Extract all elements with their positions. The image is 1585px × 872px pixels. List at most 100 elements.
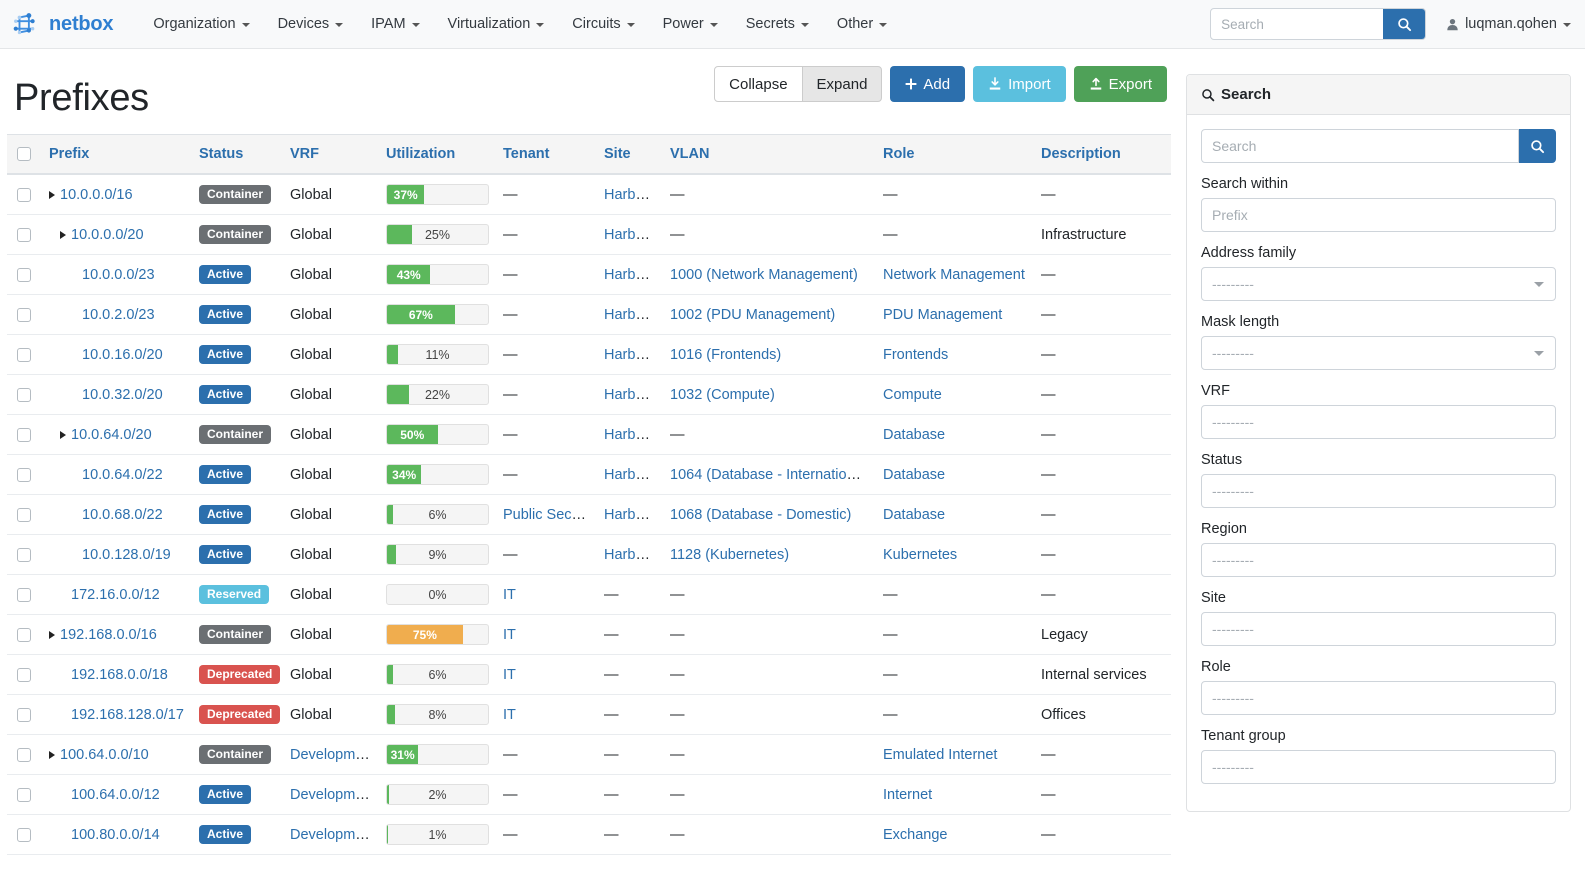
site-link[interactable]: Harbour [604, 346, 657, 363]
add-button[interactable]: Add [890, 66, 966, 102]
filter-input-status[interactable] [1201, 474, 1556, 508]
site-link[interactable]: Harbour [604, 306, 657, 323]
vlan-link[interactable]: 1000 (Network Management) [670, 266, 858, 283]
global-search-button[interactable] [1383, 9, 1426, 39]
global-search-input[interactable] [1211, 9, 1384, 39]
expand-caret-icon[interactable] [49, 750, 55, 759]
prefix-link[interactable]: 10.0.64.0/20 [71, 426, 152, 443]
filter-input-vrf[interactable] [1201, 405, 1556, 439]
import-button[interactable]: Import [973, 66, 1066, 102]
filter-input-role[interactable] [1201, 681, 1556, 715]
tenant-link[interactable]: IT [503, 706, 516, 723]
nav-item-virtualization[interactable]: Virtualization [434, 8, 559, 40]
vrf-link[interactable]: Development [290, 746, 376, 763]
row-select-checkbox[interactable] [17, 587, 31, 602]
nav-item-other[interactable]: Other [823, 8, 901, 40]
nav-item-organization[interactable]: Organization [139, 8, 263, 40]
row-select-checkbox[interactable] [17, 667, 31, 682]
role-link[interactable]: Kubernetes [883, 546, 958, 563]
expand-caret-icon[interactable] [49, 630, 55, 639]
select-all-checkbox[interactable] [17, 147, 31, 161]
site-link[interactable]: Harbour [604, 226, 657, 243]
vrf-link[interactable]: Development [290, 826, 376, 843]
tenant-link[interactable]: IT [503, 586, 516, 603]
prefix-link[interactable]: 192.168.128.0/17 [71, 706, 184, 723]
brand-logo-link[interactable]: netbox [12, 9, 114, 39]
column-header-site[interactable]: Site [596, 134, 662, 175]
prefix-link[interactable]: 10.0.68.0/22 [82, 506, 163, 523]
row-select-checkbox[interactable] [17, 787, 31, 802]
site-link[interactable]: Harbour [604, 186, 657, 203]
column-header-tenant[interactable]: Tenant [495, 134, 596, 175]
site-link[interactable]: Harbour [604, 466, 657, 483]
panel-search-input[interactable] [1201, 129, 1519, 163]
prefix-link[interactable]: 100.80.0.0/14 [71, 826, 160, 843]
role-link[interactable]: Exchange [883, 826, 948, 843]
role-link[interactable]: Frontends [883, 346, 949, 363]
row-select-checkbox[interactable] [17, 227, 31, 242]
filter-input-address-family[interactable] [1201, 267, 1556, 301]
column-header-status[interactable]: Status [191, 134, 282, 175]
collapse-button[interactable]: Collapse [714, 66, 803, 102]
vlan-link[interactable]: 1002 (PDU Management) [670, 306, 836, 323]
prefix-link[interactable]: 100.64.0.0/10 [60, 746, 149, 763]
filter-input-search-within[interactable] [1201, 198, 1556, 232]
prefix-link[interactable]: 192.168.0.0/18 [71, 666, 168, 683]
column-header-description[interactable]: Description [1033, 134, 1171, 175]
row-select-checkbox[interactable] [17, 627, 31, 642]
site-link[interactable]: Harbour [604, 506, 657, 523]
prefix-link[interactable]: 172.16.0.0/12 [71, 586, 160, 603]
filter-input-tenant-group[interactable] [1201, 750, 1556, 784]
role-link[interactable]: Network Management [883, 266, 1025, 283]
nav-item-secrets[interactable]: Secrets [732, 8, 823, 40]
row-select-checkbox[interactable] [17, 347, 31, 362]
filter-input-site[interactable] [1201, 612, 1556, 646]
nav-item-ipam[interactable]: IPAM [357, 8, 433, 40]
role-link[interactable]: Database [883, 466, 946, 483]
role-link[interactable]: PDU Management [883, 306, 1003, 323]
nav-item-circuits[interactable]: Circuits [558, 8, 648, 40]
prefix-link[interactable]: 10.0.2.0/23 [82, 306, 155, 323]
export-button[interactable]: Export [1073, 66, 1167, 102]
prefix-link[interactable]: 10.0.0.0/23 [82, 266, 155, 283]
vlan-link[interactable]: 1068 (Database - Domestic) [670, 506, 852, 523]
tenant-link[interactable]: Public Sector [503, 506, 589, 523]
user-menu[interactable]: luqman.qohen [1446, 16, 1571, 32]
expand-caret-icon[interactable] [60, 230, 66, 239]
prefix-link[interactable]: 10.0.64.0/22 [82, 466, 163, 483]
role-link[interactable]: Emulated Internet [883, 746, 998, 763]
column-header-prefix[interactable]: Prefix [41, 134, 191, 175]
prefix-link[interactable]: 10.0.128.0/19 [82, 546, 171, 563]
expand-caret-icon[interactable] [49, 190, 55, 199]
row-select-checkbox[interactable] [17, 507, 31, 522]
prefix-link[interactable]: 10.0.0.0/20 [71, 226, 144, 243]
row-select-checkbox[interactable] [17, 427, 31, 442]
role-link[interactable]: Database [883, 426, 946, 443]
filter-input-mask-length[interactable] [1201, 336, 1556, 370]
row-select-checkbox[interactable] [17, 307, 31, 322]
row-select-checkbox[interactable] [17, 267, 31, 282]
expand-button[interactable]: Expand [801, 66, 883, 102]
vlan-link[interactable]: 1128 (Kubernetes) [670, 546, 790, 563]
prefix-link[interactable]: 100.64.0.0/12 [71, 786, 160, 803]
column-header-role[interactable]: Role [875, 134, 1033, 175]
site-link[interactable]: Harbour [604, 266, 657, 283]
row-select-checkbox[interactable] [17, 707, 31, 722]
prefix-link[interactable]: 10.0.0.0/16 [60, 186, 133, 203]
row-select-checkbox[interactable] [17, 467, 31, 482]
row-select-checkbox[interactable] [17, 827, 31, 842]
tenant-link[interactable]: IT [503, 626, 516, 643]
nav-item-devices[interactable]: Devices [264, 8, 358, 40]
filter-input-region[interactable] [1201, 543, 1556, 577]
role-link[interactable]: Compute [883, 386, 942, 403]
row-select-checkbox[interactable] [17, 187, 31, 202]
site-link[interactable]: Harbour [604, 546, 657, 563]
vlan-link[interactable]: 1032 (Compute) [670, 386, 775, 403]
column-header-vlan[interactable]: VLAN [662, 134, 875, 175]
row-select-checkbox[interactable] [17, 387, 31, 402]
site-link[interactable]: Harbour [604, 386, 657, 403]
expand-caret-icon[interactable] [60, 430, 66, 439]
prefix-link[interactable]: 10.0.32.0/20 [82, 386, 163, 403]
column-header-vrf[interactable]: VRF [282, 134, 378, 175]
vlan-link[interactable]: 1016 (Frontends) [670, 346, 782, 363]
